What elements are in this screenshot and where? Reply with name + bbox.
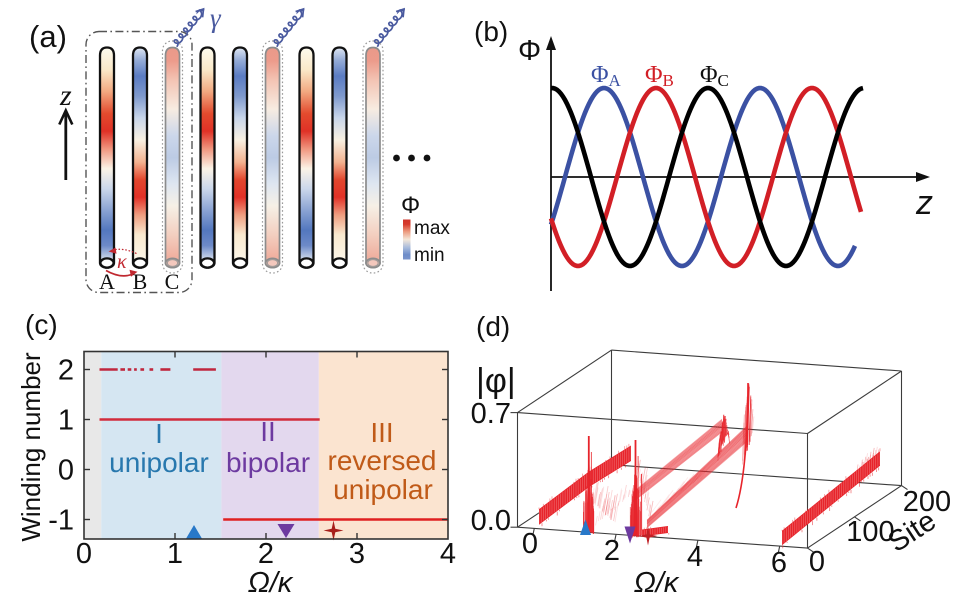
- svg-text:Ω/κ: Ω/κ: [248, 567, 294, 599]
- svg-text:6: 6: [771, 547, 787, 579]
- svg-text:Φ: Φ: [401, 192, 420, 219]
- svg-text:II: II: [260, 416, 276, 447]
- svg-text:γ: γ: [210, 3, 222, 33]
- svg-text:Winding number: Winding number: [16, 352, 46, 542]
- svg-text:0.7: 0.7: [471, 398, 511, 430]
- svg-text:0: 0: [809, 546, 825, 578]
- svg-text:III: III: [370, 417, 393, 448]
- svg-text:|φ|: |φ|: [476, 362, 516, 400]
- svg-text:200: 200: [903, 486, 951, 518]
- svg-text:I: I: [155, 418, 163, 449]
- svg-text:unipolar: unipolar: [333, 474, 433, 505]
- svg-text:2: 2: [258, 538, 274, 570]
- svg-text:z: z: [915, 184, 933, 222]
- svg-text:Ω/κ: Ω/κ: [634, 567, 680, 599]
- svg-text:1: 1: [167, 538, 183, 570]
- svg-text:2: 2: [58, 355, 74, 387]
- svg-text:0: 0: [522, 528, 538, 560]
- svg-text:B: B: [133, 269, 148, 294]
- svg-text:(b): (b): [474, 16, 508, 47]
- svg-text:0: 0: [58, 455, 74, 487]
- svg-text:bipolar: bipolar: [226, 447, 310, 478]
- svg-text:unipolar: unipolar: [109, 447, 209, 478]
- svg-text:4: 4: [440, 538, 456, 570]
- svg-text:0.0: 0.0: [471, 505, 511, 537]
- svg-text:κ: κ: [117, 251, 127, 273]
- svg-text:min: min: [414, 245, 445, 266]
- svg-text:reversed: reversed: [328, 445, 437, 476]
- svg-text:z: z: [59, 79, 72, 112]
- svg-text:100: 100: [846, 516, 894, 548]
- svg-text:(a): (a): [29, 19, 67, 54]
- svg-text:-1: -1: [48, 505, 74, 537]
- svg-text:Φ: Φ: [518, 35, 541, 67]
- svg-text:C: C: [165, 269, 180, 294]
- svg-text:(d): (d): [476, 311, 510, 342]
- svg-text:0: 0: [76, 538, 92, 570]
- svg-text:1: 1: [58, 405, 74, 437]
- svg-text:4: 4: [687, 541, 703, 573]
- svg-text:A: A: [99, 269, 115, 294]
- svg-text:max: max: [414, 218, 450, 239]
- svg-text:3: 3: [349, 538, 365, 570]
- svg-text:(c): (c): [25, 309, 58, 340]
- svg-text:2: 2: [604, 535, 620, 567]
